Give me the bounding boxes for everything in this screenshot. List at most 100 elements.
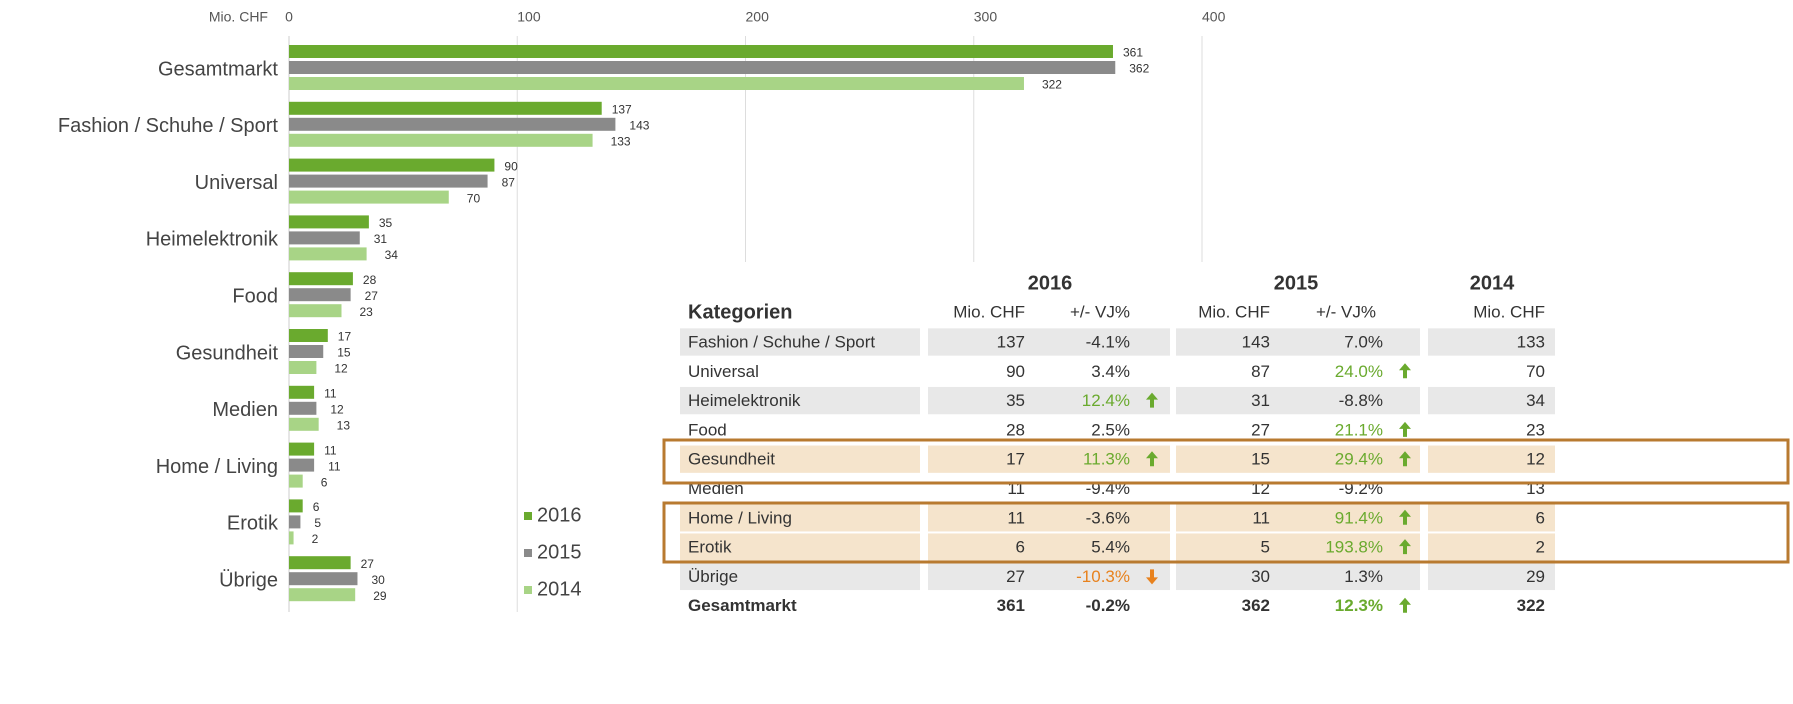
cell: 15 <box>1251 450 1270 469</box>
value-label: 90 <box>504 159 518 173</box>
bar <box>289 272 353 286</box>
cell: 11 <box>1252 508 1270 527</box>
value-label: 23 <box>359 305 373 319</box>
row-background <box>928 328 1170 356</box>
cell: 91.4% <box>1335 508 1383 527</box>
cell: 21.1% <box>1335 420 1383 439</box>
row-label: Home / Living <box>688 508 792 527</box>
bar <box>289 345 324 358</box>
bar <box>289 361 317 374</box>
row-label: Fashion / Schuhe / Sport <box>688 332 875 351</box>
cell: 30 <box>1251 567 1270 586</box>
row-background <box>680 328 920 356</box>
y-tick-label: Universal <box>195 172 278 194</box>
year-header: 2014 <box>1470 272 1515 294</box>
row-background <box>680 533 920 561</box>
column-header: Mio. CHF <box>953 302 1025 321</box>
value-label: 322 <box>1042 78 1062 92</box>
row-label: Heimelektronik <box>688 391 801 410</box>
value-label: 11 <box>324 443 337 457</box>
cell: -0.2% <box>1086 596 1130 615</box>
cell: -3.6% <box>1086 508 1130 527</box>
value-label: 11 <box>324 386 337 400</box>
x-tick-label: 200 <box>746 9 770 25</box>
value-label: 6 <box>321 475 328 489</box>
bars: 0 100 200 300 400 Gesamtmarkt 361 362 322 Fashion… <box>58 9 1226 603</box>
row-label: Universal <box>688 362 759 381</box>
x-tick-label: 400 <box>1202 9 1226 25</box>
cell: 361 <box>997 596 1025 615</box>
cell: 6 <box>1536 508 1545 527</box>
cell: 7.0% <box>1344 332 1383 351</box>
bar <box>289 442 315 456</box>
row-background <box>680 386 920 415</box>
cell: 5.4% <box>1091 538 1130 557</box>
row-background <box>928 562 1170 591</box>
cell: 11.3% <box>1083 450 1130 469</box>
row-label: Übrige <box>688 567 738 586</box>
table: 2016 2015 2014 Kategorien Mio. CHF +/- VJ% Mio… <box>680 272 1555 615</box>
row-background <box>1428 386 1555 415</box>
trend-arrow <box>1399 509 1411 525</box>
row-background <box>1428 328 1555 356</box>
column-header: Mio. CHF <box>1198 302 1270 321</box>
value-label: 13 <box>337 418 351 432</box>
legend: 2016 2015 2014 <box>524 504 582 600</box>
year-header: 2016 <box>1028 272 1073 294</box>
bar <box>289 304 342 318</box>
row-background <box>928 445 1170 473</box>
value-label: 6 <box>313 500 320 514</box>
row-background <box>1176 533 1420 561</box>
bar <box>289 401 317 415</box>
row-background <box>680 562 920 591</box>
bar <box>289 61 1116 74</box>
trend-arrow <box>1399 421 1411 437</box>
value-label: 12 <box>330 402 344 416</box>
bar <box>289 288 351 302</box>
value-label: 27 <box>365 289 379 303</box>
axis-label: Mio. CHF <box>209 9 268 25</box>
value-label: 29 <box>373 589 387 603</box>
bar <box>289 385 315 399</box>
trend-arrow <box>1399 539 1411 555</box>
y-tick-label: Gesamtmarkt <box>158 58 278 80</box>
row-background <box>1176 328 1420 356</box>
value-label: 35 <box>379 216 393 230</box>
legend-swatch <box>524 512 532 520</box>
bar <box>289 247 367 261</box>
cell: 1.3% <box>1344 567 1383 586</box>
cell: 12 <box>1526 450 1545 469</box>
bar <box>289 133 593 147</box>
y-tick-label: Erotik <box>227 513 279 535</box>
cell: 193.8% <box>1325 538 1383 557</box>
cell: 34 <box>1526 391 1545 410</box>
bar <box>289 174 488 188</box>
cell: 2.5% <box>1091 420 1130 439</box>
legend-label: 2014 <box>537 578 582 600</box>
cell: 322 <box>1517 596 1545 615</box>
cell: 6 <box>1016 538 1025 557</box>
bar <box>289 77 1024 90</box>
row-label: Gesundheit <box>688 450 775 469</box>
bar <box>289 231 360 245</box>
cell: 24.0% <box>1335 362 1383 381</box>
cell: 87 <box>1251 362 1270 381</box>
y-tick-label: Heimelektronik <box>146 229 279 251</box>
cell: 12.4% <box>1082 391 1130 410</box>
row-background <box>680 504 920 532</box>
trend-arrow <box>1146 569 1158 585</box>
row-background <box>1176 445 1420 473</box>
bar <box>289 190 449 204</box>
x-tick-label: 100 <box>517 9 541 25</box>
bar <box>289 329 328 342</box>
value-label: 70 <box>467 191 481 205</box>
trend-arrow <box>1146 451 1158 467</box>
highlight-box <box>662 438 1790 485</box>
cell: 133 <box>1517 332 1545 351</box>
year-header: 2015 <box>1274 272 1319 294</box>
row-background <box>1176 386 1420 415</box>
y-tick-label: Food <box>232 285 278 307</box>
row-background <box>1176 562 1420 591</box>
